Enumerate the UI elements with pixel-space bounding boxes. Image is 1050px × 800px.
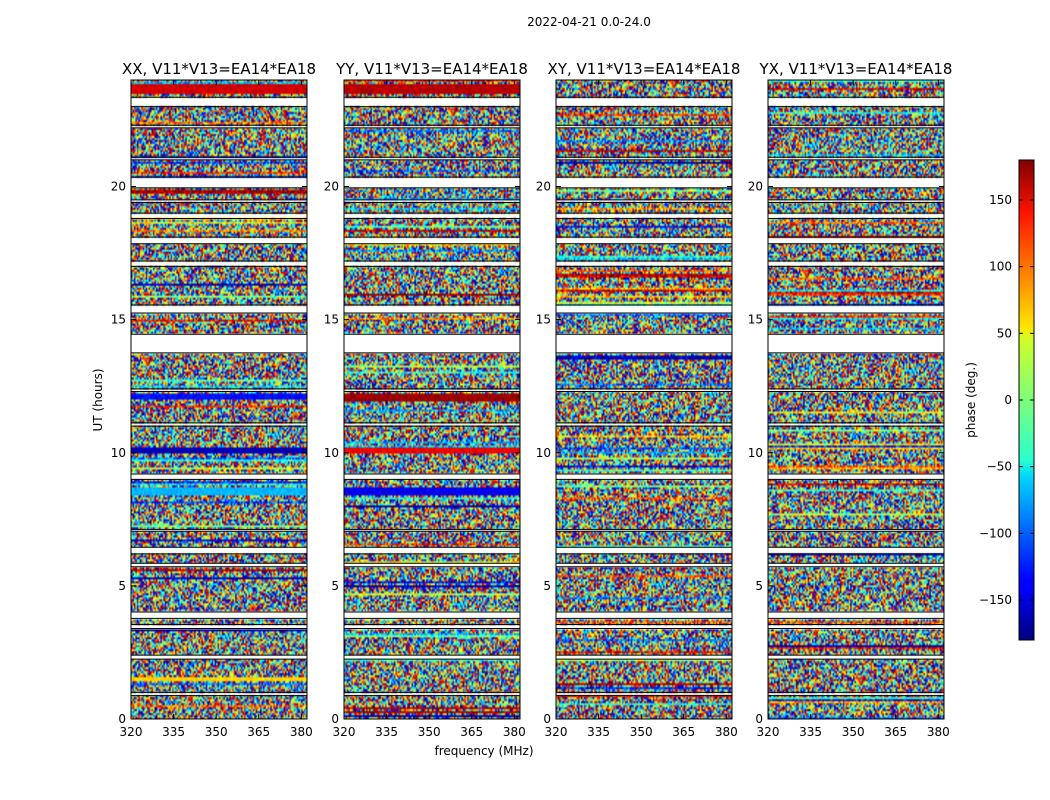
xtick-label-xy-0: 320 bbox=[545, 725, 568, 739]
ytick-label-yx-2: 10 bbox=[748, 446, 763, 460]
ytick-label-yy-4: 20 bbox=[324, 180, 339, 194]
axes-frame-xx bbox=[130, 79, 308, 720]
panel-title-xy: XY, V11*V13=EA14*EA18 bbox=[548, 60, 741, 78]
ytick-label-xx-3: 15 bbox=[111, 313, 126, 327]
xtick-label-xx-4: 380 bbox=[290, 725, 313, 739]
colorbar-label: phase (deg.) bbox=[964, 362, 978, 438]
panel-yx: YX, V11*V13=EA14*EA18 320 335 350 365 380 0 5 10… bbox=[748, 60, 953, 739]
panel-title-yy: YY, V11*V13=EA14*EA18 bbox=[335, 60, 528, 78]
colorbar-tick-label-2: −50 bbox=[987, 460, 1012, 474]
axes-frame-xy bbox=[555, 79, 733, 720]
colorbar: −150 −100 −50 0 50 100 150 phase (deg.) bbox=[964, 159, 1035, 641]
ytick-label-xy-4: 20 bbox=[536, 180, 551, 194]
heatmap-yx bbox=[768, 80, 944, 719]
xtick-label-xx-0: 320 bbox=[120, 725, 143, 739]
panel-title-yx: YX, V11*V13=EA14*EA18 bbox=[759, 60, 953, 78]
xtick-label-xx-1: 335 bbox=[162, 725, 185, 739]
panel-xy: XY, V11*V13=EA14*EA18 320 335 350 365 380 0 5 10… bbox=[536, 60, 741, 739]
colorbar-tick-label-4: 50 bbox=[997, 326, 1012, 340]
colorbar-ticks: −150 −100 −50 0 50 100 150 bbox=[979, 193, 1034, 607]
panels: XX, V11*V13=EA14*EA18 320 335 350 365 380 0 5 10… bbox=[111, 60, 953, 739]
x-axis-label: frequency (MHz) bbox=[434, 744, 533, 758]
colorbar-tick-label-6: 150 bbox=[989, 193, 1012, 207]
xtick-label-yx-0: 320 bbox=[757, 725, 780, 739]
ytick-label-yy-2: 10 bbox=[324, 446, 339, 460]
ytick-label-xx-1: 5 bbox=[118, 579, 126, 593]
ytick-label-xx-2: 10 bbox=[111, 446, 126, 460]
ytick-label-yy-3: 15 bbox=[324, 313, 339, 327]
xtick-label-yy-0: 320 bbox=[333, 725, 356, 739]
xtick-label-xx-3: 365 bbox=[247, 725, 270, 739]
xtick-label-xy-1: 335 bbox=[587, 725, 610, 739]
xtick-label-xx-2: 350 bbox=[205, 725, 228, 739]
heatmap-yy bbox=[344, 80, 520, 719]
xtick-label-xy-4: 380 bbox=[715, 725, 738, 739]
ytick-label-yx-3: 15 bbox=[748, 313, 763, 327]
ytick-label-yy-0: 0 bbox=[331, 712, 339, 726]
y-axis-label: UT (hours) bbox=[91, 368, 105, 431]
colorbar-tick-label-1: −100 bbox=[979, 526, 1012, 540]
xtick-label-yx-1: 335 bbox=[799, 725, 822, 739]
panel-xx: XX, V11*V13=EA14*EA18 320 335 350 365 380 0 5 10… bbox=[111, 60, 316, 739]
suptitle: 2022-04-21 0.0-24.0 bbox=[527, 15, 651, 29]
ytick-label-yy-1: 5 bbox=[331, 579, 339, 593]
ytick-label-xy-1: 5 bbox=[543, 579, 551, 593]
xtick-label-xy-3: 365 bbox=[672, 725, 695, 739]
axes-frame-yy bbox=[343, 79, 521, 720]
xtick-label-xy-2: 350 bbox=[630, 725, 653, 739]
xtick-label-yx-3: 365 bbox=[884, 725, 907, 739]
ytick-label-yx-1: 5 bbox=[755, 579, 763, 593]
ytick-label-xx-0: 0 bbox=[118, 712, 126, 726]
heatmap-xx bbox=[131, 80, 307, 719]
xtick-label-yx-2: 350 bbox=[842, 725, 865, 739]
ytick-label-yx-0: 0 bbox=[755, 712, 763, 726]
xtick-label-yy-3: 365 bbox=[460, 725, 483, 739]
colorbar-tick-label-5: 100 bbox=[989, 260, 1012, 274]
axes-frame-yx bbox=[767, 79, 945, 720]
xtick-label-yy-1: 335 bbox=[375, 725, 398, 739]
heatmap-xy bbox=[556, 80, 732, 719]
xtick-label-yy-2: 350 bbox=[418, 725, 441, 739]
panel-title-xx: XX, V11*V13=EA14*EA18 bbox=[122, 60, 316, 78]
panel-yy: YY, V11*V13=EA14*EA18 320 335 350 365 380 0 5 10… bbox=[324, 60, 528, 739]
ytick-label-xy-3: 15 bbox=[536, 313, 551, 327]
ytick-label-yx-4: 20 bbox=[748, 180, 763, 194]
xtick-label-yx-4: 380 bbox=[927, 725, 950, 739]
ytick-label-xy-0: 0 bbox=[543, 712, 551, 726]
ytick-label-xx-4: 20 bbox=[111, 180, 126, 194]
ytick-label-xy-2: 10 bbox=[536, 446, 551, 460]
colorbar-tick-label-3: 0 bbox=[1004, 393, 1012, 407]
colorbar-tick-label-0: −150 bbox=[979, 593, 1012, 607]
xtick-label-yy-4: 380 bbox=[503, 725, 526, 739]
